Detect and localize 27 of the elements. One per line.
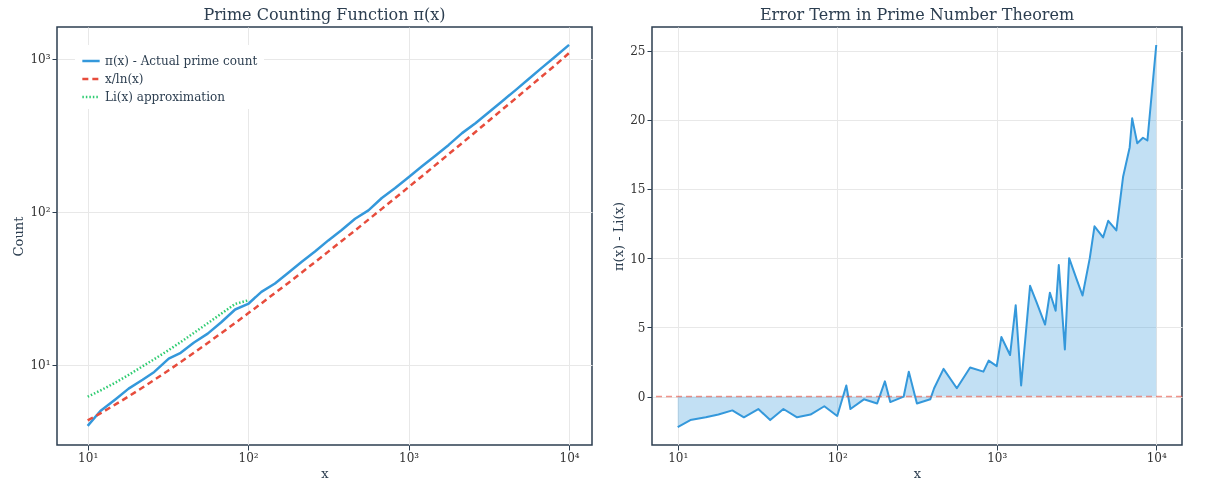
line-series [86,299,250,398]
y-tick-label: 10² [30,205,51,220]
legend-label: Li(x) approximation [105,90,226,104]
legend-label: x/ln(x) [105,72,144,86]
y-tick-label: 25 [630,44,646,59]
chart-title: Prime Counting Function π(x) [203,5,446,24]
y-tick-label: 10¹ [30,358,51,373]
x-tick-label: 10² [238,450,259,465]
x-tick-label: 10³ [987,450,1008,465]
y-tick-label: 0 [637,390,646,405]
y-axis-title: π(x) - Li(x) [611,202,627,271]
chart-title: Error Term in Prime Number Theorem [759,5,1075,24]
x-axis-title: x [913,465,922,481]
x-axis-title: x [321,465,330,481]
x-tick-label: 10³ [399,450,420,465]
y-tick-label: 20 [630,113,646,128]
x-tick-label: 10¹ [668,450,689,465]
legend-label: π(x) - Actual prime count [105,54,258,68]
x-tick-label: 10¹ [78,450,99,465]
y-tick-label: 15 [630,182,646,197]
x-tick-label: 10⁴ [559,450,580,465]
x-tick-label: 10² [827,450,848,465]
y-tick-label: 10³ [30,52,51,67]
x-tick-label: 10⁴ [1146,450,1167,465]
y-tick-label: 5 [637,320,646,335]
y-tick-label: 10 [630,251,646,266]
y-axis-title: Count [11,215,27,257]
